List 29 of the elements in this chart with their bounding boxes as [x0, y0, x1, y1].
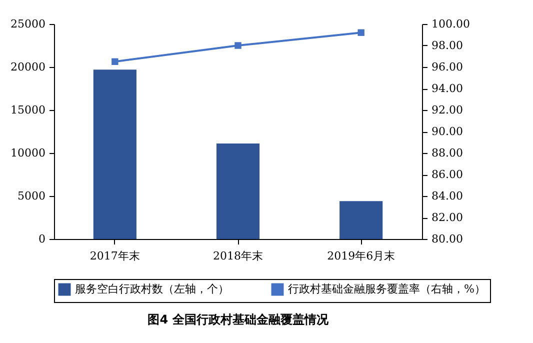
y2-tick-label: 92.00	[432, 104, 463, 116]
legend-label: 服务空白行政村数（左轴，个）	[75, 282, 229, 296]
point	[112, 58, 118, 65]
y2-tick-label: 84.00	[432, 190, 463, 202]
y2-tick-label: 86.00	[432, 168, 463, 181]
x-tick-label: 2018年末	[213, 250, 263, 262]
legend-label: 行政村基础金融服务覆盖率（右轴，%）	[288, 282, 486, 296]
y2-tick-label: 94.00	[432, 82, 463, 95]
x-tick-label: 2019年6月末	[327, 250, 396, 262]
y2-tick-label: 98.00	[432, 39, 463, 52]
y2-tick-label: 88.00	[432, 146, 463, 160]
bar	[340, 201, 383, 239]
y-tick-label: 5000	[18, 190, 46, 202]
y2-tick-label: 90.00	[432, 125, 463, 138]
y-tick-label: 25000	[10, 18, 46, 30]
text: 图4 全国行政村基础金融覆盖情况	[148, 312, 330, 326]
y2-tick-label: 96.00	[432, 60, 463, 74]
point	[358, 29, 364, 36]
y2-tick-label: 80.00	[432, 232, 463, 246]
bar	[93, 70, 136, 239]
y2-tick-label: 100.00	[432, 18, 470, 30]
y-tick-label: 20000	[10, 60, 46, 74]
y-tick-label: 0	[38, 232, 46, 246]
y2-tick-label: 82.00	[432, 211, 463, 224]
y-tick-label: 15000	[10, 104, 46, 116]
y-tick-label: 10000	[10, 146, 46, 160]
point	[234, 42, 242, 49]
bar	[216, 144, 260, 239]
x-tick-label: 2017年末	[90, 250, 140, 262]
